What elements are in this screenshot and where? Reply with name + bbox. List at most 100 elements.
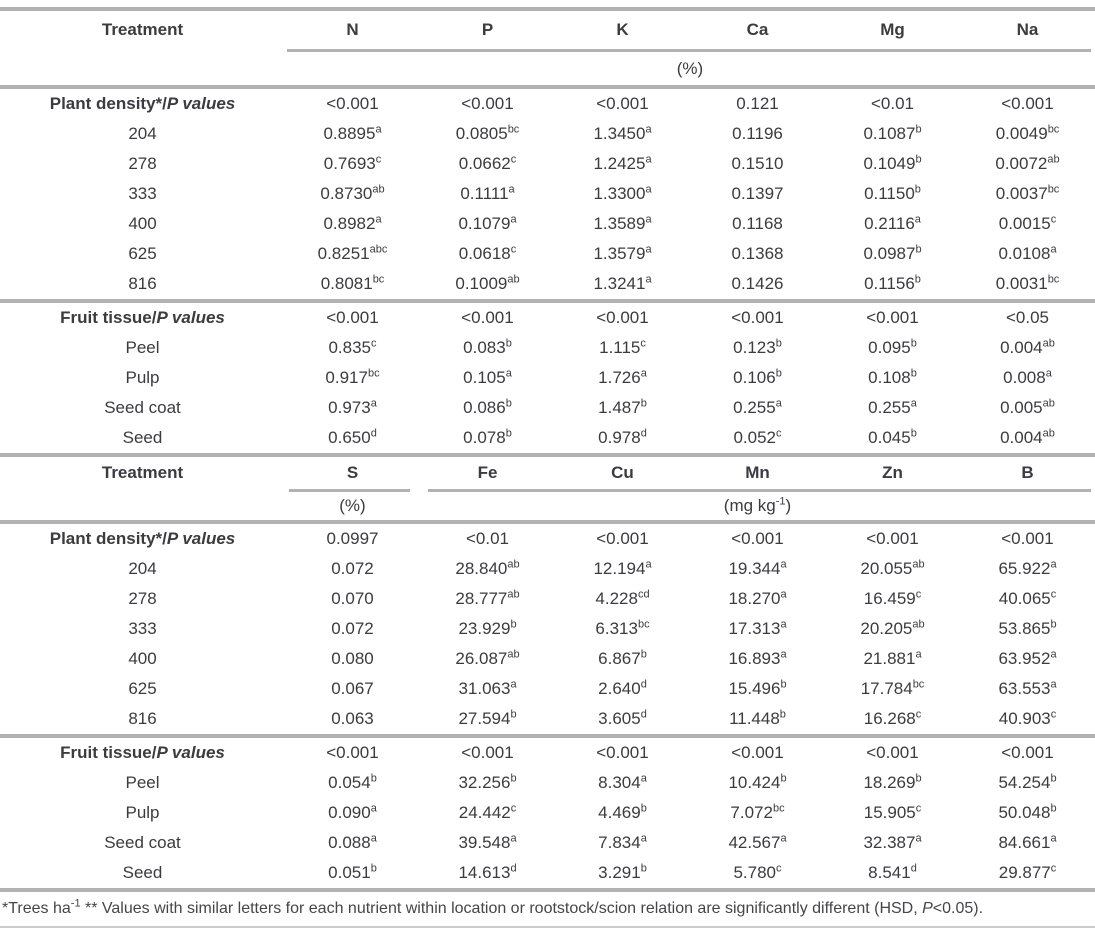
value-cell: 21.881a — [863, 648, 922, 668]
row-label: 278 — [128, 154, 157, 173]
row-label: 204 — [128, 124, 157, 143]
table-row: 333 0.8730ab 0.1111a 1.3300a 0.1397 0.1150b 0.… — [0, 179, 1095, 209]
value-cell: 0.7693c — [323, 153, 382, 173]
value-cell: 6.313bc — [595, 618, 650, 638]
value-cell: 0.072 — [331, 619, 374, 638]
value-cell: 17.784bc — [860, 678, 925, 698]
value-cell: 0.1156b — [864, 273, 921, 293]
table-row: Seed coat 0.088a 39.548a 7.834a 42.567a 32.38… — [0, 828, 1095, 858]
table-footnote: *Trees ha-1 ** Values with similar lette… — [2, 897, 984, 917]
value-cell: 4.228cd — [595, 588, 650, 608]
value-cell: 0.067 — [331, 679, 374, 698]
value-cell: 1.726a — [598, 367, 647, 387]
value-cell: 15.496b — [728, 678, 787, 698]
table-row: Peel 0.054b 32.256b 8.304a 10.424b 18.269b 54.… — [0, 768, 1095, 798]
table-row: Seed coat 0.973a 0.086b 1.487b 0.255a 0.255a 0… — [0, 393, 1095, 423]
row-label: 204 — [128, 559, 157, 578]
value-cell: <0.001 — [731, 529, 784, 548]
mg-kg-unit-label: (mg kg-1) — [723, 495, 792, 515]
value-cell: 26.087ab — [455, 648, 520, 668]
value-cell: 15.905c — [863, 802, 922, 822]
row-label: 625 — [128, 679, 157, 698]
micro-table-body: Plant density*/P values 0.0997 <0.01 <0.001… — [0, 524, 1095, 888]
value-cell: 0.8081bc — [320, 273, 385, 293]
value-cell: 0.0108a — [998, 243, 1057, 263]
value-cell: 0.0997 — [326, 529, 379, 548]
percent-unit-label: (%) — [339, 496, 366, 515]
value-cell: 84.661a — [998, 832, 1057, 852]
value-cell: 0.045b — [868, 427, 917, 447]
value-cell: 14.613d — [458, 862, 517, 882]
group-header-row: Plant density*/P values 0.0997 <0.01 <0.001… — [0, 524, 1095, 554]
column-header-treatment: Treatment — [101, 463, 184, 482]
value-cell: 0.0987b — [863, 243, 922, 263]
value-cell: 0.1079a — [458, 213, 517, 233]
row-label: Seed — [122, 428, 163, 447]
value-cell: 1.115c — [599, 337, 646, 357]
value-cell: 0.095b — [868, 337, 917, 357]
value-cell: 0.1168 — [732, 214, 783, 233]
row-label: 400 — [128, 214, 157, 233]
value-cell: 1.3579a — [593, 243, 652, 263]
value-cell: 0.106b — [733, 367, 782, 387]
value-cell: 40.065c — [998, 588, 1057, 608]
value-cell: 32.387a — [863, 832, 922, 852]
column-header-p: P — [481, 20, 494, 39]
macro-header-underline — [0, 49, 1095, 52]
row-label: 400 — [128, 649, 157, 668]
row-label: Pulp — [125, 368, 160, 387]
value-cell: 0.123b — [733, 337, 782, 357]
table-row: 625 0.8251abc 0.0618c 1.3579a 0.1368 0.0987b 0… — [0, 239, 1095, 269]
value-cell: 19.344a — [728, 558, 787, 578]
value-cell: 1.3300a — [593, 183, 652, 203]
value-cell: 0.650d — [328, 427, 377, 447]
value-cell: <0.001 — [866, 308, 919, 327]
value-cell: 0.121 — [736, 94, 779, 113]
value-cell: 28.777ab — [455, 588, 520, 608]
value-cell: 0.080 — [331, 649, 374, 668]
value-cell: 27.594b — [458, 708, 517, 728]
value-cell: 0.063 — [331, 709, 374, 728]
value-cell: 0.1196 — [732, 124, 783, 143]
value-cell: 8.541d — [868, 862, 917, 882]
column-header-na: Na — [1016, 20, 1039, 39]
value-cell: 40.903c — [998, 708, 1057, 728]
value-cell: <0.001 — [1001, 94, 1054, 113]
column-header-mn: Mn — [745, 463, 770, 482]
value-cell: <0.001 — [326, 743, 379, 762]
value-cell: 16.893a — [728, 648, 787, 668]
value-cell: 0.0037bc — [995, 183, 1060, 203]
micro-header-underline — [0, 489, 1095, 492]
value-cell: 53.865b — [998, 618, 1057, 638]
row-label: 816 — [128, 709, 157, 728]
value-cell: 28.840ab — [455, 558, 520, 578]
value-cell: 12.194a — [593, 558, 652, 578]
value-cell: 1.2425a — [593, 153, 652, 173]
column-header-n: N — [346, 20, 359, 39]
column-header-zn: Zn — [882, 463, 903, 482]
value-cell: 0.0031bc — [995, 273, 1060, 293]
value-cell: 2.640d — [598, 678, 647, 698]
value-cell: 31.063a — [458, 678, 517, 698]
value-cell: 0.088a — [328, 832, 377, 852]
row-label: 625 — [128, 244, 157, 263]
value-cell: <0.01 — [465, 529, 509, 548]
value-cell: 0.835c — [328, 337, 377, 357]
value-cell: 0.973a — [328, 397, 377, 417]
row-label: Seed — [122, 863, 163, 882]
value-cell: <0.001 — [596, 308, 649, 327]
row-label: 816 — [128, 274, 157, 293]
micronutrient-table: Treatment S Fe Cu Mn Zn B (%) (mg kg-1) … — [0, 453, 1095, 892]
value-cell: <0.001 — [596, 94, 649, 113]
value-cell: 0.1510 — [731, 154, 784, 173]
value-cell: 32.256b — [458, 772, 517, 792]
value-cell: 0.255a — [868, 397, 917, 417]
table-row: 625 0.067 31.063a 2.640d 15.496b 17.784bc 63.5… — [0, 674, 1095, 704]
value-cell: 0.1368 — [731, 244, 784, 263]
value-cell: 24.442c — [458, 802, 517, 822]
row-label: Plant density*/P values — [49, 94, 236, 113]
row-label: Plant density*/P values — [49, 529, 236, 548]
value-cell: 0.8730ab — [320, 183, 385, 203]
value-cell: 23.929b — [458, 618, 517, 638]
row-label: 333 — [128, 619, 157, 638]
